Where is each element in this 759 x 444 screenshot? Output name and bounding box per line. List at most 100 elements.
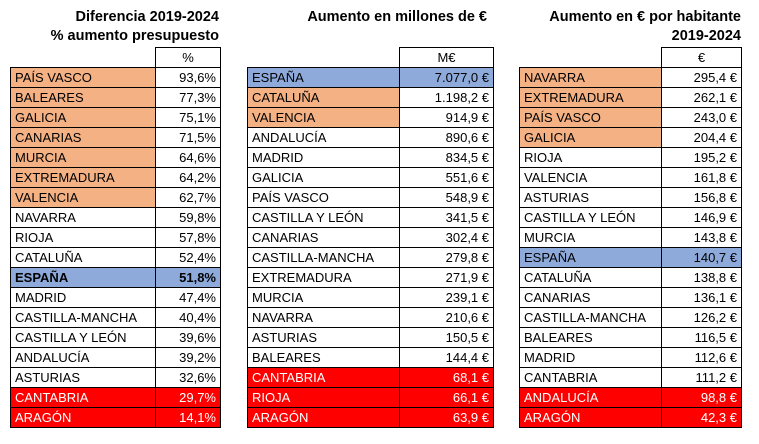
table-row: MURCIA 64,6% (10, 147, 221, 168)
region-cell: CATALUÑA (247, 87, 400, 108)
region-cell: MURCIA (10, 147, 156, 168)
header-row: % (11, 47, 221, 68)
table3-title-line1: Aumento en € por habitante (549, 9, 741, 25)
table-row: GALICIA 75,1% (10, 107, 221, 128)
region-cell: CASTILLA Y LEÓN (247, 207, 400, 228)
table2-title: Aumento en millones de € (307, 9, 487, 25)
region-cell: BALEARES (247, 347, 400, 368)
value-cell: 548,9 € (399, 187, 494, 208)
table-row: MADRID 47,4% (10, 287, 221, 308)
header-blank-cell (520, 48, 662, 68)
region-cell: MADRID (519, 347, 662, 368)
value-cell: 210,6 € (399, 307, 494, 328)
value-cell: 146,9 € (661, 207, 742, 228)
value-cell: 914,9 € (399, 107, 494, 128)
region-cell: CASTILLA-MANCHA (10, 307, 156, 328)
value-cell: 551,6 € (399, 167, 494, 188)
region-cell: CANTABRIA (519, 367, 662, 388)
value-cell: 143,8 € (661, 227, 742, 248)
value-cell: 126,2 € (661, 307, 742, 328)
region-cell: ESPAÑA (519, 247, 662, 268)
table-row: RIOJA 195,2 € (519, 147, 742, 168)
region-cell: CANTABRIA (10, 387, 156, 408)
value-cell: 262,1 € (661, 87, 742, 108)
table1-title: Diferencia 2019-2024 % aumento presupues… (51, 8, 219, 46)
region-cell: VALENCIA (519, 167, 662, 188)
unit-header: € (661, 47, 742, 68)
region-cell: ASTURIAS (10, 367, 156, 388)
table-row: BALEARES 77,3% (10, 87, 221, 108)
value-cell: 111,2 € (661, 367, 742, 388)
value-cell: 68,1 € (399, 367, 494, 388)
table-row: NAVARRA 295,4 € (519, 67, 742, 88)
region-cell: ANDALUCÍA (247, 127, 400, 148)
value-cell: 40,4% (155, 307, 221, 328)
table3-per-capita-increase: € NAVARRA 295,4 € EXTREMADURA 262,1 € PAÍS VA… (519, 47, 742, 428)
unit-header: % (155, 47, 221, 68)
value-cell: 39,2% (155, 347, 221, 368)
table-row: EXTREMADURA 271,9 € (247, 267, 494, 288)
region-cell: RIOJA (10, 227, 156, 248)
region-cell: GALICIA (10, 107, 156, 128)
region-cell: VALENCIA (247, 107, 400, 128)
table-row: CANTABRIA 68,1 € (247, 367, 494, 388)
value-cell: 66,1 € (399, 387, 494, 408)
region-cell: ASTURIAS (519, 187, 662, 208)
value-cell: 93,6% (155, 67, 221, 88)
value-cell: 42,3 € (661, 407, 742, 428)
table-row: NAVARRA 210,6 € (247, 307, 494, 328)
header-blank-cell (11, 48, 156, 68)
value-cell: 138,8 € (661, 267, 742, 288)
table-row: GALICIA 551,6 € (247, 167, 494, 188)
table-row: RIOJA 66,1 € (247, 387, 494, 408)
value-cell: 890,6 € (399, 127, 494, 148)
header-blank-cell (248, 48, 400, 68)
header-row: M€ (248, 47, 494, 68)
region-cell: MURCIA (519, 227, 662, 248)
value-cell: 47,4% (155, 287, 221, 308)
region-cell: CATALUÑA (519, 267, 662, 288)
region-cell: ASTURIAS (247, 327, 400, 348)
table-row: GALICIA 204,4 € (519, 127, 742, 148)
table-row: CANTABRIA 111,2 € (519, 367, 742, 388)
table1-title-line2: % aumento presupuesto (50, 28, 219, 44)
region-cell: NAVARRA (519, 67, 662, 88)
table-row: ARAGÓN 42,3 € (519, 407, 742, 428)
value-cell: 39,6% (155, 327, 221, 348)
table-row: VALENCIA 161,8 € (519, 167, 742, 188)
table-row: ANDALUCÍA 39,2% (10, 347, 221, 368)
region-cell: ESPAÑA (10, 267, 156, 288)
value-cell: 834,5 € (399, 147, 494, 168)
value-cell: 71,5% (155, 127, 221, 148)
table3-title-line2: 2019-2024 (671, 28, 741, 44)
region-cell: CASTILLA Y LEÓN (10, 327, 156, 348)
region-cell: MADRID (247, 147, 400, 168)
table-row: ASTURIAS 32,6% (10, 367, 221, 388)
table-row: VALENCIA 62,7% (10, 187, 221, 208)
table-row: CASTILLA Y LEÓN 39,6% (10, 327, 221, 348)
table-row: MADRID 834,5 € (247, 147, 494, 168)
table-row: MURCIA 239,1 € (247, 287, 494, 308)
table-row: RIOJA 57,8% (10, 227, 221, 248)
value-cell: 64,2% (155, 167, 221, 188)
value-cell: 63,9 € (399, 407, 494, 428)
region-cell: BALEARES (10, 87, 156, 108)
region-cell: MADRID (10, 287, 156, 308)
table-row: ESPAÑA 7.077,0 € (247, 67, 494, 88)
table-row: CANTABRIA 29,7% (10, 387, 221, 408)
unit-header: M€ (399, 47, 494, 68)
value-cell: 144,4 € (399, 347, 494, 368)
value-cell: 7.077,0 € (399, 67, 494, 88)
value-cell: 271,9 € (399, 267, 494, 288)
value-cell: 295,4 € (661, 67, 742, 88)
value-cell: 136,1 € (661, 287, 742, 308)
value-cell: 14,1% (155, 407, 221, 428)
table1-title-line1: Diferencia 2019-2024 (75, 9, 220, 25)
value-cell: 279,8 € (399, 247, 494, 268)
value-cell: 302,4 € (399, 227, 494, 248)
region-cell: CANARIAS (519, 287, 662, 308)
region-cell: CASTILLA-MANCHA (247, 247, 400, 268)
region-cell: GALICIA (519, 127, 662, 148)
region-cell: CATALUÑA (10, 247, 156, 268)
value-cell: 77,3% (155, 87, 221, 108)
